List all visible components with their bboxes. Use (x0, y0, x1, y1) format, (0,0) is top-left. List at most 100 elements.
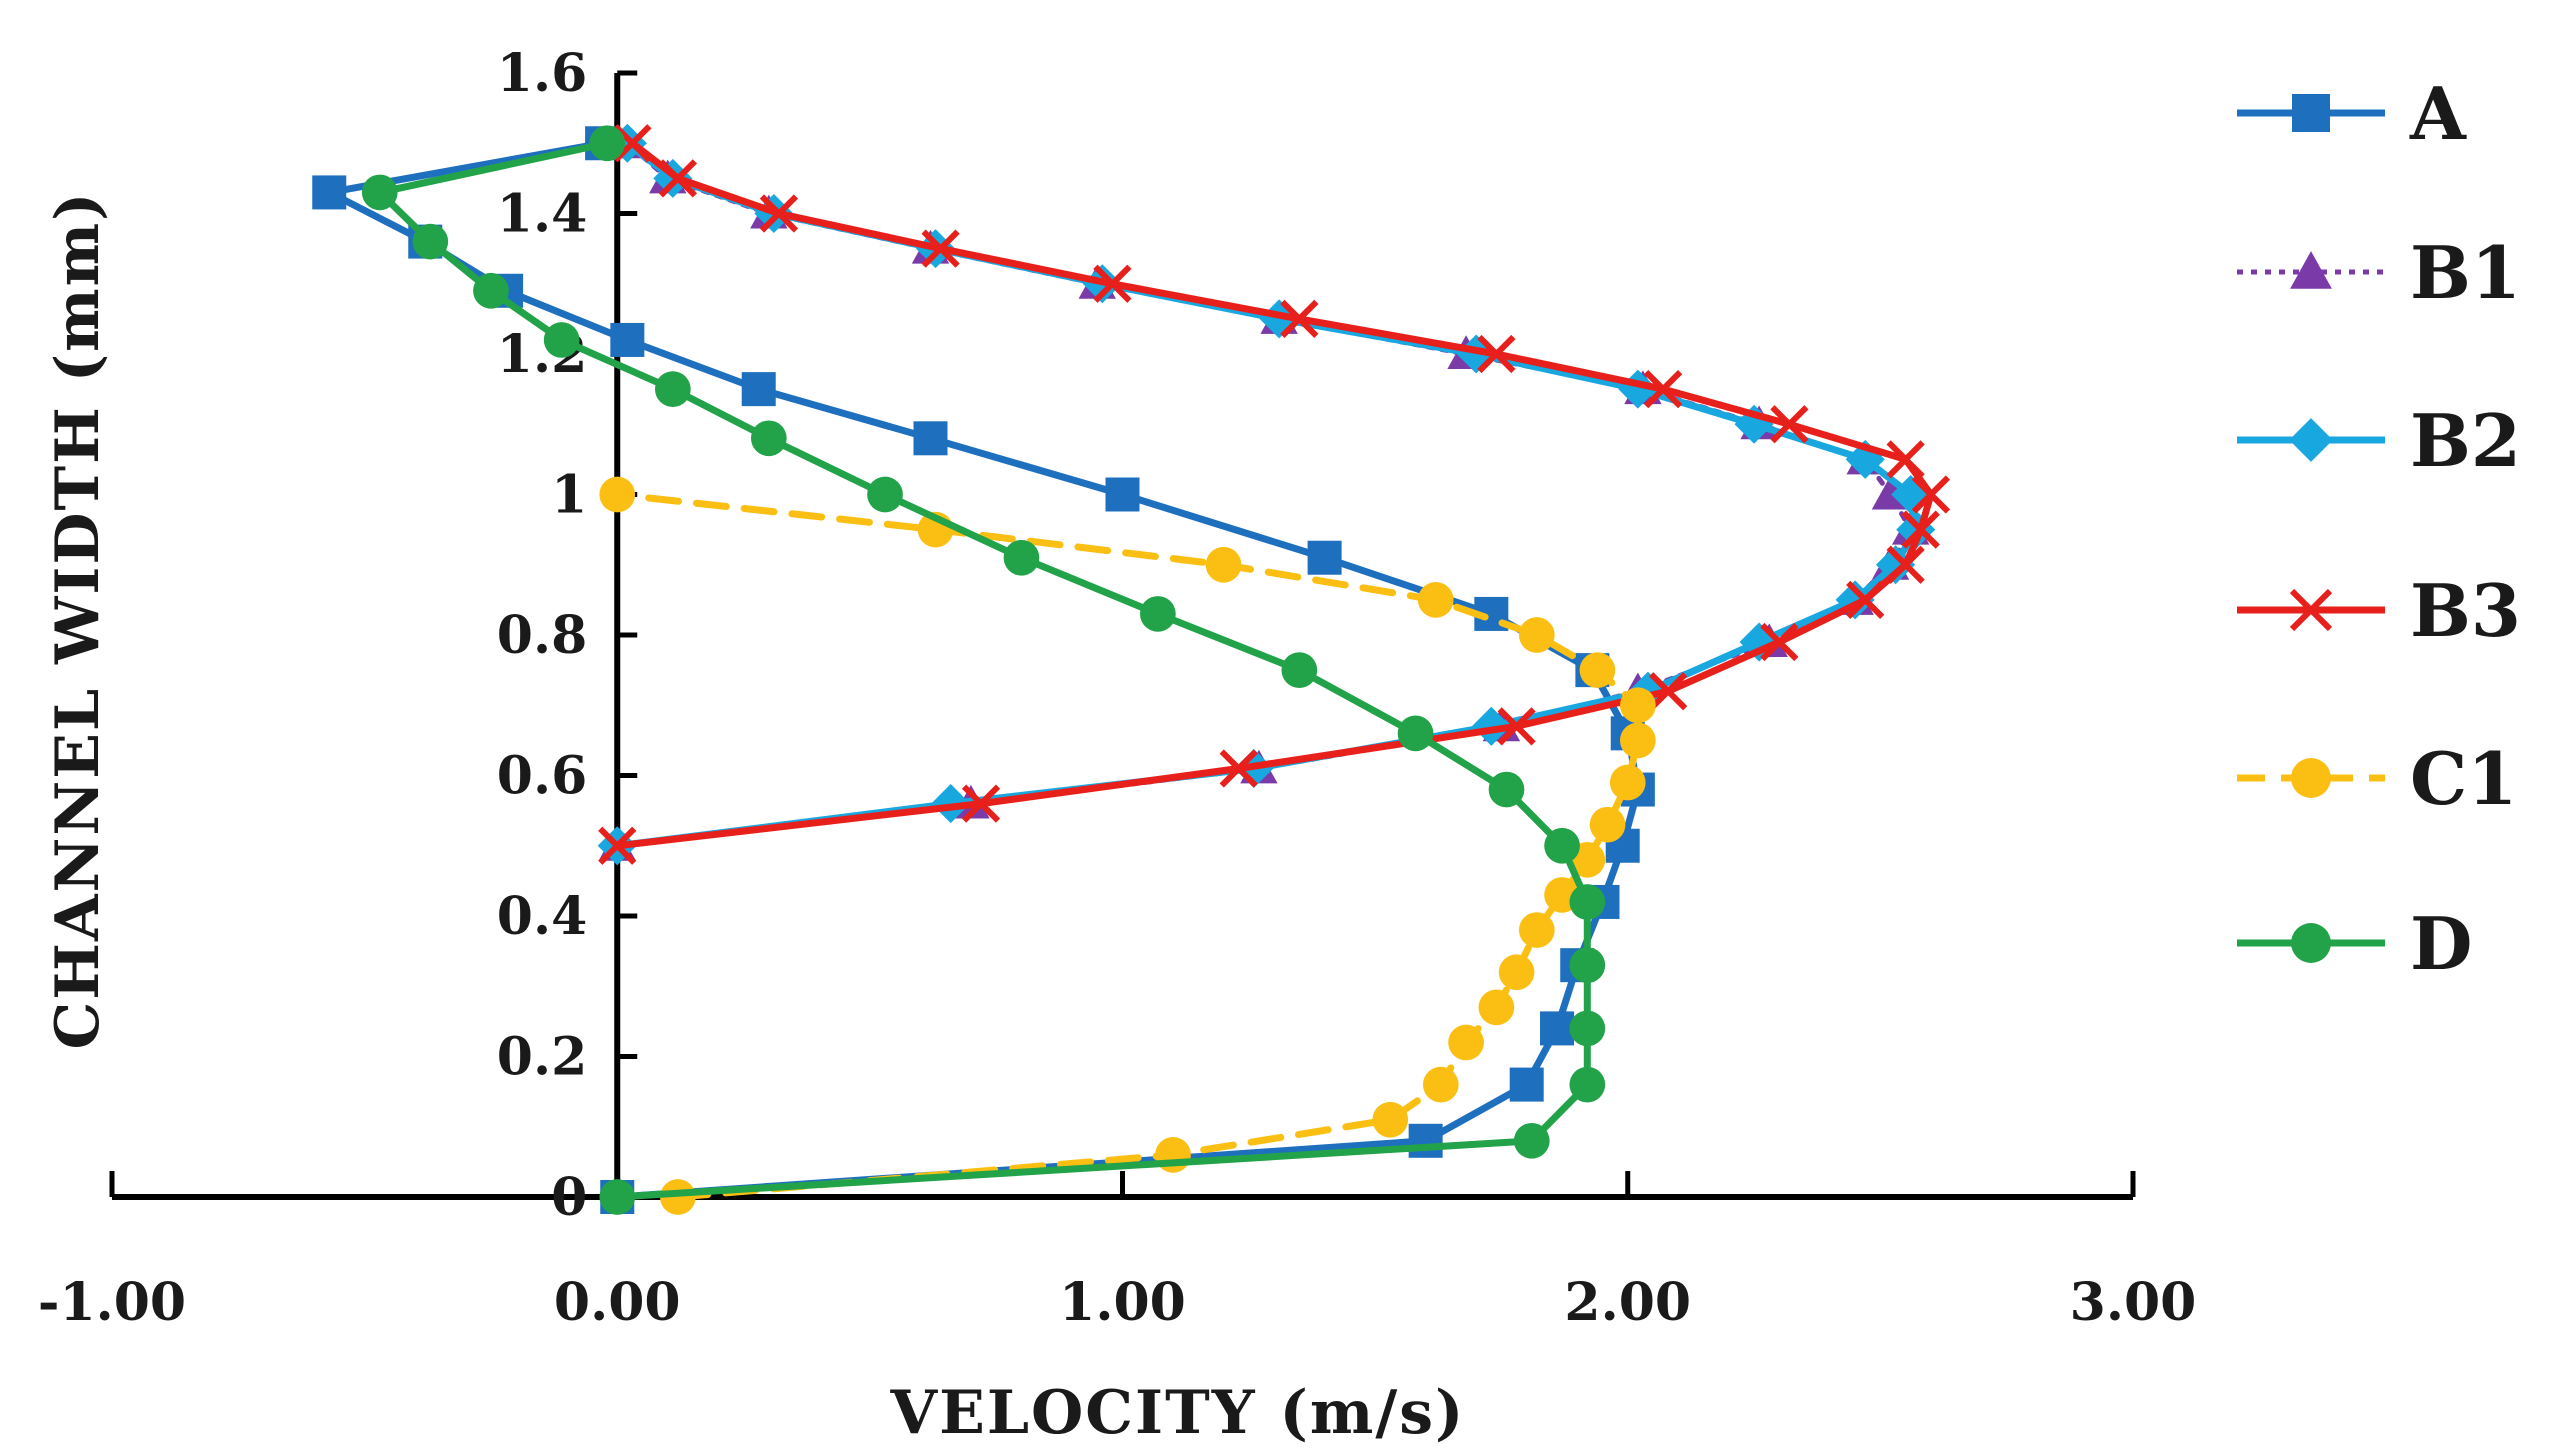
series-b3-point (961, 784, 1001, 823)
x-marker-stroke (1643, 370, 1683, 409)
series-c1-point (1417, 582, 1454, 618)
series-b3-point (1901, 510, 1940, 549)
series-b3-point (1911, 475, 1951, 514)
legend-item-b2: B2 (2237, 398, 2521, 483)
series-c1-point (1609, 764, 1646, 801)
y-tick-label: 0.4 (497, 886, 587, 947)
series-b3-point (598, 826, 637, 865)
legend-item-a: A (2237, 71, 2467, 156)
legend-label-a: A (2409, 71, 2467, 156)
x-tick-label: 2.00 (1564, 1272, 1691, 1333)
series-b3-point (1760, 622, 1799, 662)
series-d-point (1569, 884, 1606, 920)
x-marker-stroke (1770, 405, 1809, 444)
series-b3-point (1770, 405, 1809, 444)
legend-item-b1: B1 (2237, 230, 2521, 315)
series-d-point (412, 223, 449, 260)
legend-marker-b1 (2290, 251, 2332, 289)
series-b3-point (1649, 672, 1688, 711)
series-b3-point (613, 124, 652, 163)
legend-marker-b2 (2289, 418, 2333, 462)
series-c1-point (1620, 722, 1656, 759)
y-tick-label: 1.6 (497, 43, 587, 104)
series-c1-point (1579, 652, 1616, 688)
x-tick-label: -1.00 (38, 1272, 186, 1333)
series-b3-point (658, 159, 698, 198)
x-marker-stroke (921, 229, 960, 268)
series-b2 (597, 123, 1936, 866)
series-a-point (1307, 540, 1342, 575)
series-a-point (1408, 1123, 1443, 1158)
series-d-point (1281, 652, 1318, 688)
x-marker-stroke (1477, 334, 1516, 374)
series-d-point (1140, 596, 1176, 632)
series-d (361, 125, 1606, 1215)
x-tick-label: 0.00 (554, 1272, 681, 1333)
y-axis-title: CHANNEL WIDTH (mm) (43, 191, 113, 1050)
series-a-point (1105, 477, 1140, 512)
legend-marker-d (2291, 923, 2331, 963)
series-b2-point (1835, 580, 1875, 620)
series-a-point (741, 372, 776, 407)
series-b3-point (1219, 749, 1258, 788)
x-tick-label: 3.00 (2070, 1272, 2197, 1333)
legend-label-b1: B1 (2410, 230, 2521, 315)
series-d-point (1397, 715, 1434, 752)
x-marker-stroke (1886, 545, 1925, 584)
series-d-point (473, 272, 509, 309)
x-marker-stroke (759, 194, 799, 233)
y-tick-label: 0.2 (497, 1027, 587, 1088)
series-layer (312, 123, 1951, 1215)
series-c1-point (1205, 546, 1242, 583)
x-marker-stroke (961, 784, 1001, 823)
series-b3-point (1886, 545, 1925, 584)
series-d-point (1569, 947, 1606, 984)
series-b2-point (1875, 545, 1916, 585)
x-marker-stroke (2289, 588, 2333, 632)
legend-item-d: D (2237, 901, 2472, 986)
series-d-point (1569, 1010, 1606, 1047)
series-b3 (598, 124, 1951, 865)
series-b3-point (1886, 440, 1925, 479)
x-tick-label: 1.00 (1059, 1272, 1186, 1333)
legend-marker-c1 (2291, 758, 2331, 798)
legend-label-b3: B3 (2410, 568, 2521, 653)
series-a-point (610, 322, 645, 357)
legend-item-b3: B3 (2237, 568, 2521, 653)
x-marker-stroke (1760, 622, 1799, 662)
series-b1-line (614, 140, 1914, 849)
series-c1-point (1422, 1066, 1459, 1103)
series-c1-point (1518, 617, 1555, 653)
series-c1-point (1498, 954, 1535, 991)
series-d-point (361, 174, 398, 211)
series-b3-point (1477, 334, 1516, 374)
series-b3-point (1280, 299, 1319, 338)
y-tick-label: 0.6 (497, 746, 587, 807)
x-marker-stroke (1219, 749, 1258, 788)
series-c1-point (1620, 687, 1656, 724)
series-d-point (750, 420, 787, 457)
series-d-point (543, 322, 580, 358)
series-b2-point (1471, 706, 1511, 746)
series-d-point (1569, 1066, 1606, 1103)
series-d-point (599, 1179, 636, 1215)
series-a-point (913, 421, 948, 456)
x-marker-stroke (1886, 440, 1925, 479)
x-marker-stroke (1280, 299, 1319, 338)
axes: -1.00 0.00 1.00 2.00 3.0000.20.40.60.811.21.… (38, 43, 2196, 1333)
series-d-point (1513, 1122, 1550, 1159)
x-marker-stroke (1846, 580, 1885, 619)
series-d-point (589, 125, 625, 162)
series-b3-point (1643, 370, 1683, 409)
x-marker-stroke (1901, 510, 1940, 549)
x-marker-stroke (658, 159, 698, 198)
series-d-point (867, 476, 903, 513)
legend-label-b2: B2 (2410, 398, 2521, 483)
series-c1-point (1589, 806, 1626, 843)
series-b3-point (1846, 580, 1885, 619)
series-d-point (654, 371, 691, 407)
x-marker-stroke (1093, 264, 1132, 303)
legend-item-c1: C1 (2237, 736, 2517, 821)
legend: A B1 B2 B3 C1 D (2237, 71, 2521, 986)
